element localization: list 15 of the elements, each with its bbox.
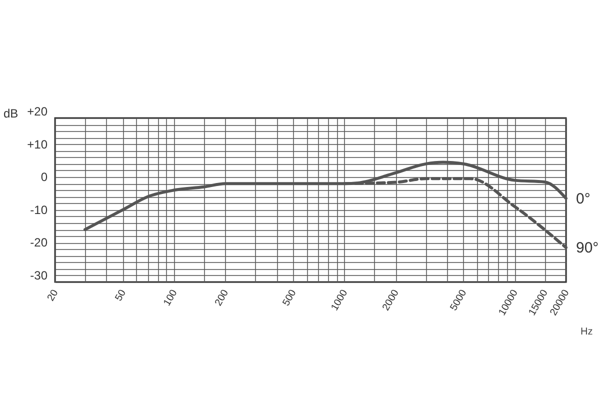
- x-tick-label: 200: [213, 288, 232, 308]
- y-tick-label: -10: [30, 202, 48, 217]
- y-tick-label: -30: [30, 268, 48, 282]
- x-tick-label: 50: [113, 288, 129, 304]
- y-tick-label: +20: [27, 104, 48, 118]
- x-tick-label: 20: [46, 288, 61, 304]
- series-label: 0°: [576, 190, 590, 208]
- y-axis-title: dB: [4, 106, 18, 120]
- x-axis-title: Hz: [580, 326, 593, 338]
- x-tick-label: 500: [280, 288, 300, 308]
- series-label: 90°: [576, 240, 599, 257]
- y-tick-label: 0: [40, 170, 48, 184]
- y-tick-label: +10: [27, 137, 48, 152]
- y-tick-label: -20: [30, 236, 48, 250]
- x-tick-label: 100: [162, 288, 180, 308]
